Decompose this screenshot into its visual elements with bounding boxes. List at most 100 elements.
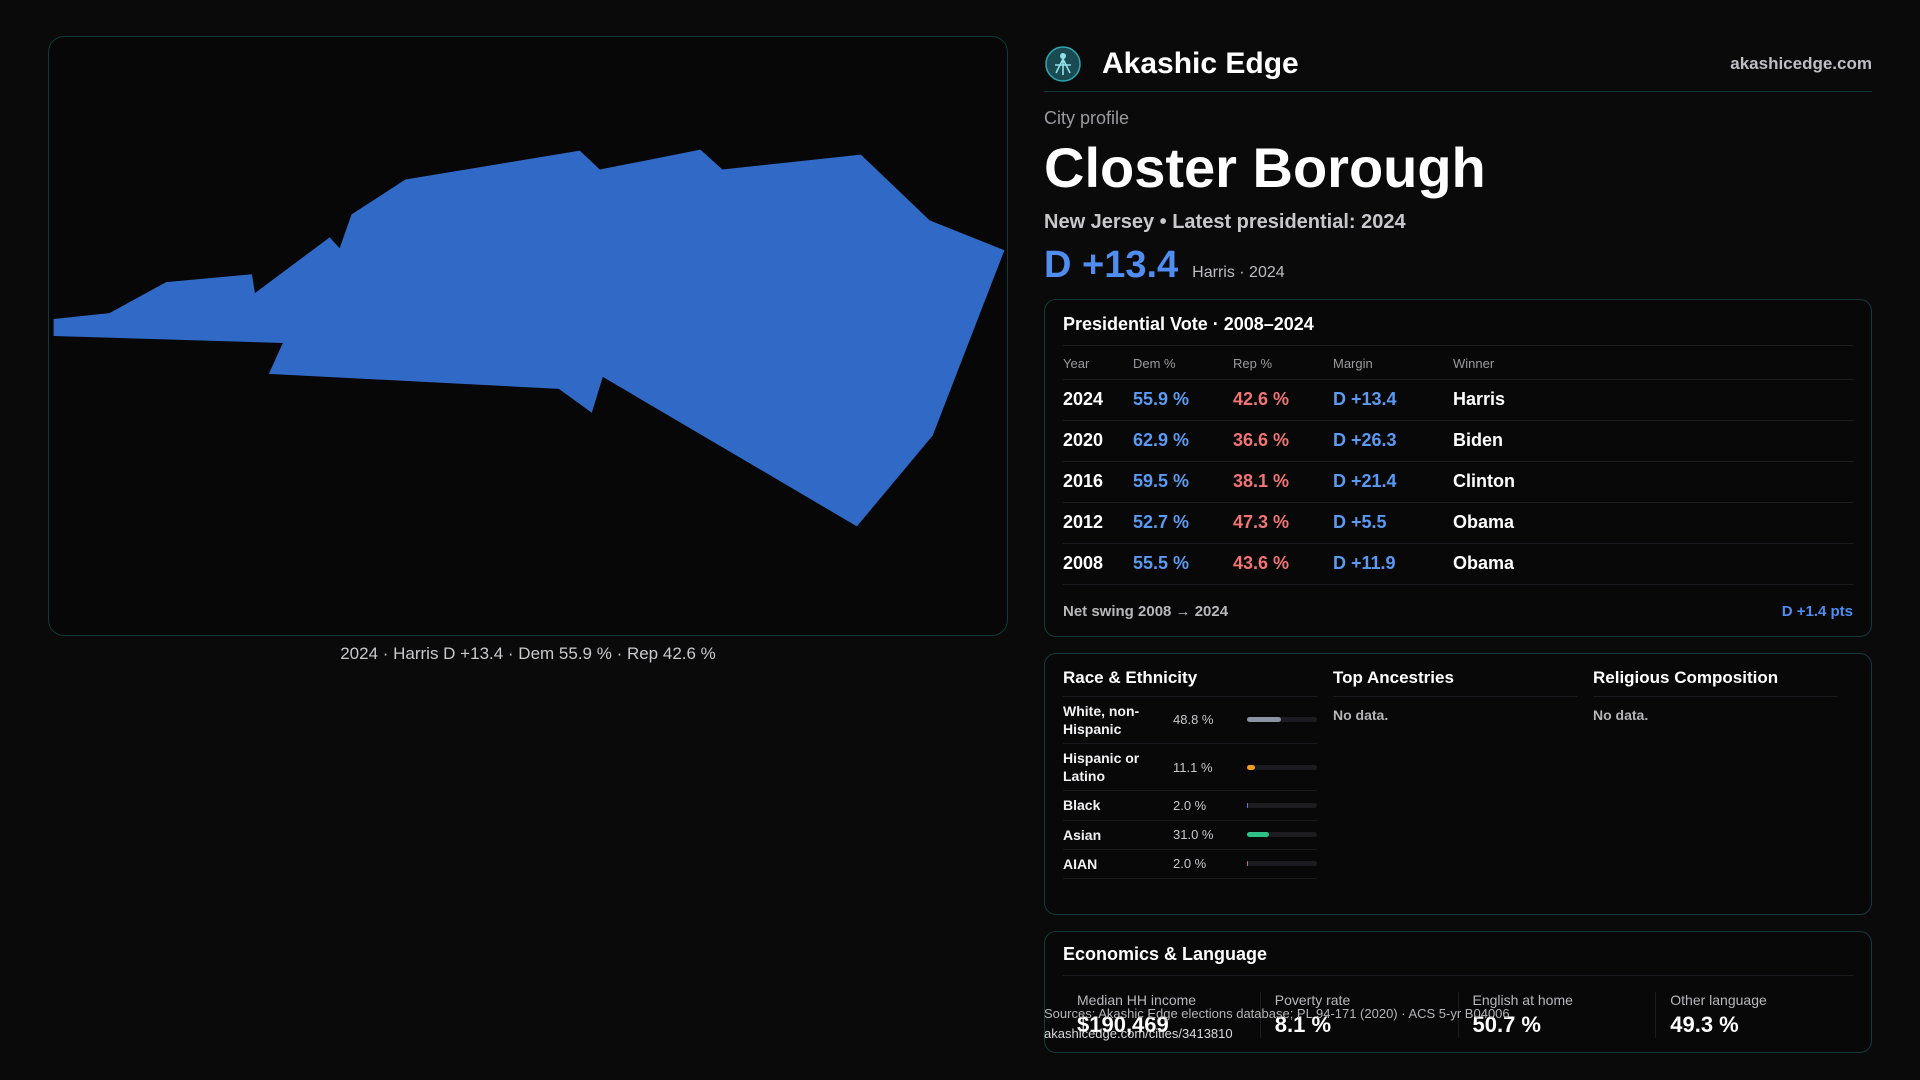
ancestries-column: Top Ancestries No data.	[1333, 668, 1593, 900]
headline-margin: D +13.4 Harris · 2024	[1044, 244, 1872, 287]
table-row: 2012 52.7 % 47.3 % D +5.5 Obama	[1063, 502, 1853, 544]
race-row: Asian 31.0 %	[1063, 821, 1317, 850]
presidential-vote-table: Year Dem % Rep % Margin Winner 2024 55.9…	[1063, 345, 1853, 585]
demographics-card: Race & Ethnicity White, non-Hispanic 48.…	[1044, 652, 1872, 915]
econ-value: 8.1 %	[1274, 1011, 1332, 1037]
table-header-row: Year Dem % Rep % Margin Winner	[1063, 345, 1853, 380]
cell-winner: Clinton	[1453, 461, 1853, 503]
econ-cell: English at home 50.7 %	[1457, 991, 1656, 1038]
headline-margin-note: Harris · 2024	[1192, 263, 1285, 281]
cell-dem: 55.5 %	[1133, 543, 1233, 585]
economics-grid: Median HH income $190,469 Poverty rate 8…	[1063, 991, 1853, 1038]
cell-rep: 47.3 %	[1233, 502, 1333, 544]
race-row: Black 2.0 %	[1063, 791, 1317, 821]
cell-rep: 36.6 %	[1233, 420, 1333, 462]
race-pct: 2.0 %	[1173, 797, 1207, 813]
econ-cell: Median HH income $190,469	[1063, 992, 1260, 1038]
race-row: AIAN 2.0 %	[1063, 850, 1317, 879]
net-swing-label: Net swing 2008 → 2024	[1063, 602, 1229, 620]
race-pct: 31.0 %	[1173, 827, 1214, 843]
race-name: AIAN	[1063, 855, 1098, 872]
presidential-vote-title: Presidential Vote · 2008–2024	[1063, 314, 1853, 346]
econ-value: 50.7 %	[1472, 1011, 1542, 1037]
race-row: White, non-Hispanic 48.8 %	[1063, 697, 1317, 744]
cell-rep: 42.6 %	[1233, 379, 1333, 421]
cell-margin: D +21.4	[1333, 461, 1453, 503]
economics-title: Economics & Language	[1063, 944, 1853, 976]
brand-name: Akashic Edge	[1102, 46, 1299, 80]
cell-margin: D +13.4	[1333, 379, 1453, 421]
economics-card: Economics & Language Median HH income $1…	[1044, 930, 1872, 1053]
cell-margin: D +26.3	[1333, 420, 1453, 462]
header-dem: Dem %	[1133, 345, 1233, 380]
map-panel	[48, 36, 1008, 636]
race-name: Black	[1063, 797, 1101, 814]
race-pct: 2.0 %	[1173, 856, 1207, 872]
cell-dem: 59.5 %	[1133, 461, 1233, 503]
presidential-vote-card: Presidential Vote · 2008–2024 Year Dem %…	[1044, 298, 1872, 637]
race-name: White, non-Hispanic	[1063, 702, 1140, 737]
race-title: Race & Ethnicity	[1063, 668, 1317, 697]
cell-year: 2020	[1063, 420, 1133, 462]
source-url[interactable]: akashicedge.com/cities/3413810	[1044, 1025, 1233, 1041]
race-bar	[1247, 832, 1317, 838]
econ-label: Other language	[1670, 991, 1767, 1008]
econ-cell: Other language 49.3 %	[1655, 991, 1853, 1038]
cell-year: 2008	[1063, 543, 1133, 585]
race-bar	[1247, 802, 1317, 808]
header: Akashic Edge akashicedge.com	[1044, 36, 1872, 92]
cell-winner: Obama	[1453, 502, 1853, 544]
race-bar-fill	[1247, 802, 1249, 808]
race-pct: 48.8 %	[1173, 712, 1214, 728]
race-bar-fill	[1247, 861, 1249, 867]
site-link[interactable]: akashicedge.com	[1730, 53, 1872, 73]
cell-winner: Biden	[1453, 420, 1853, 462]
race-name: Hispanic or Latino	[1063, 749, 1140, 785]
race-pct: 11.1 %	[1173, 759, 1213, 775]
race-bar-fill	[1247, 832, 1269, 838]
race-bar	[1247, 764, 1317, 770]
source-note: Sources: Akashic Edge elections database…	[1044, 1004, 1510, 1043]
table-row: 2016 59.5 % 38.1 % D +21.4 Clinton	[1063, 461, 1853, 503]
religion-column: Religious Composition No data.	[1593, 668, 1853, 900]
cell-margin: D +5.5	[1333, 502, 1453, 544]
akashic-logo-icon	[1045, 45, 1081, 82]
source-text: Sources: Akashic Edge elections database…	[1044, 1006, 1510, 1021]
race-bar-fill	[1247, 717, 1282, 723]
econ-cell: Poverty rate 8.1 %	[1259, 991, 1458, 1038]
cell-year: 2024	[1063, 379, 1133, 421]
race-bar-fill	[1247, 764, 1255, 770]
table-row: 2024 55.9 % 42.6 % D +13.4 Harris	[1063, 379, 1853, 421]
cell-year: 2012	[1063, 502, 1133, 544]
page-title: Closter Borough	[1044, 136, 1486, 199]
cell-rep: 43.6 %	[1233, 543, 1333, 585]
race-name: Asian	[1063, 826, 1102, 843]
econ-value: 49.3 %	[1670, 1011, 1739, 1037]
headline-margin-value: D +13.4	[1044, 243, 1179, 286]
ancestries-empty: No data.	[1333, 706, 1389, 723]
race-row: Hispanic or Latino 11.1 %	[1063, 744, 1317, 792]
table-row: 2008 55.5 % 43.6 % D +11.9 Obama	[1063, 543, 1853, 585]
profile-subline: New Jersey • Latest presidential: 2024	[1044, 210, 1406, 233]
cell-year: 2016	[1063, 461, 1133, 503]
city-boundary-map	[53, 149, 1005, 527]
city-boundary-shape[interactable]	[53, 149, 1005, 527]
race-bar	[1247, 861, 1317, 867]
net-swing-row: Net swing 2008 → 2024 D +1.4 pts	[1063, 603, 1853, 620]
race-column: Race & Ethnicity White, non-Hispanic 48.…	[1063, 668, 1333, 900]
religion-empty: No data.	[1593, 706, 1649, 723]
econ-label: Poverty rate	[1274, 991, 1351, 1008]
cell-dem: 52.7 %	[1133, 502, 1233, 544]
cell-winner: Obama	[1453, 543, 1853, 585]
profile-panel: Akashic Edge akashicedge.com City profil…	[1044, 36, 1872, 1053]
cell-rep: 38.1 %	[1233, 461, 1333, 503]
race-list: White, non-Hispanic 48.8 % Hispanic or L…	[1063, 697, 1317, 879]
net-swing-value: D +1.4 pts	[1781, 602, 1853, 620]
race-bar	[1247, 717, 1317, 723]
econ-label: English at home	[1472, 991, 1573, 1008]
religion-title: Religious Composition	[1593, 668, 1837, 697]
header-year: Year	[1063, 345, 1133, 380]
header-winner: Winner	[1453, 345, 1853, 380]
cell-margin: D +11.9	[1333, 543, 1453, 585]
cell-dem: 55.9 %	[1133, 379, 1233, 421]
